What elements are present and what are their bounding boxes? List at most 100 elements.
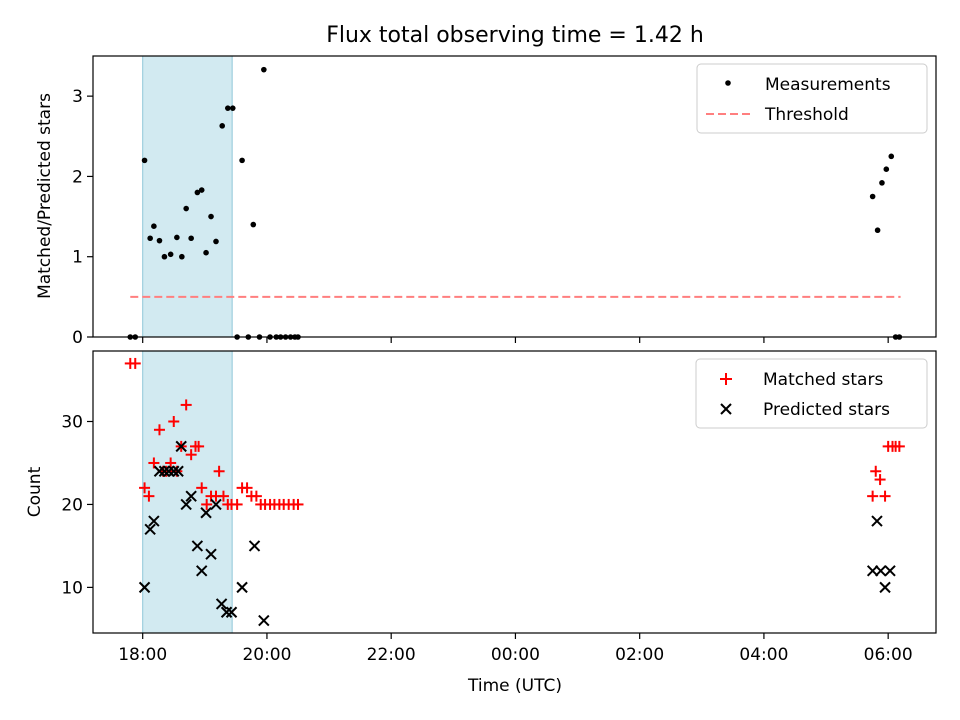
measurement-point <box>167 251 174 258</box>
matched-star-marker <box>893 440 905 452</box>
predicted-star-marker <box>175 440 187 453</box>
x-axis-label: Time (UTC) <box>467 676 562 696</box>
x-tick-label: 06:00 <box>864 645 913 665</box>
legend-predicted-label: Predicted stars <box>763 400 890 420</box>
measurement-point <box>188 235 194 242</box>
y-tick-label: 1 <box>72 248 83 268</box>
measurement-point <box>874 227 881 234</box>
measurement-point <box>261 66 267 73</box>
predicted-star-marker <box>180 498 192 511</box>
measurement-point <box>888 153 895 160</box>
legend-matched-label: Matched stars <box>763 370 883 390</box>
bottom-legend: Matched stars Predicted stars <box>695 358 928 429</box>
bottom-panel: 10 20 30 18:00 20:00 22:00 00:00 02:00 04:00 06:… <box>25 350 937 665</box>
measurement-point <box>208 213 214 220</box>
measurement-point <box>183 205 189 212</box>
measurement-point <box>203 249 209 256</box>
measurement-point <box>141 157 148 164</box>
matched-star-marker <box>180 399 192 411</box>
y-tick-label: 20 <box>61 495 83 515</box>
matched-star-marker <box>217 490 229 502</box>
top-highlight-window <box>142 55 233 338</box>
predicted-star-marker <box>220 606 233 618</box>
predicted-star-marker <box>875 565 887 577</box>
matched-star-marker <box>250 490 262 502</box>
matched-star-marker <box>193 440 205 452</box>
legend-predicted-marker <box>720 403 732 415</box>
matched-star-marker <box>168 416 180 427</box>
measurement-point <box>151 223 157 230</box>
predicted-star-marker <box>191 540 204 552</box>
matched-star-marker <box>241 482 253 494</box>
top-plot-frame <box>92 55 937 338</box>
predicted-star-marker <box>200 507 212 519</box>
legend-matched-marker <box>720 373 732 385</box>
predicted-star-marker <box>144 523 156 536</box>
top-y-axis-label: Matched/Predicted stars <box>35 93 55 299</box>
bottom-plot-frame <box>92 350 937 634</box>
matched-star-marker <box>870 465 882 477</box>
predicted-star-marker <box>185 490 197 502</box>
matched-star-marker <box>143 490 155 502</box>
matched-star-marker <box>292 498 304 510</box>
predicted-star-marker <box>258 614 270 627</box>
y-tick-label: 10 <box>61 578 83 598</box>
top-panel: 0 1 2 3 Matched/Predicted stars Measurement… <box>35 55 937 348</box>
x-tick-label: 20:00 <box>242 645 291 665</box>
x-tick-label: 04:00 <box>739 645 788 665</box>
predicted-star-marker <box>196 565 208 577</box>
predicted-star-marker <box>884 565 896 577</box>
predicted-star-marker <box>172 465 184 477</box>
measurement-point <box>213 238 219 245</box>
y-tick-label: 3 <box>72 87 83 107</box>
measurement-point <box>219 123 226 129</box>
measurement-point <box>883 166 890 173</box>
legend-measurements-label: Measurements <box>765 75 891 95</box>
predicted-star-marker <box>225 606 238 618</box>
bottom-legend-box <box>695 358 928 429</box>
predicted-star-marker <box>138 581 151 594</box>
matched-star-marker <box>231 498 243 510</box>
matched-star-marker <box>148 457 160 469</box>
predicted-star-marker <box>215 598 228 610</box>
measurement-point <box>179 253 185 260</box>
matched-star-marker <box>867 490 879 502</box>
predicted-star-marker <box>158 465 171 477</box>
measurement-point <box>869 193 876 200</box>
chart-title: Flux total observing time = 1.42 h <box>326 23 704 48</box>
measurement-point <box>250 221 257 228</box>
predicted-star-marker <box>168 465 180 477</box>
matched-star-marker <box>879 490 891 502</box>
predicted-star-marker <box>153 465 166 477</box>
x-tick-label: 00:00 <box>491 645 540 665</box>
matched-star-marker <box>153 424 165 436</box>
matched-star-marker <box>165 457 177 469</box>
legend-measurements-marker <box>725 80 731 86</box>
measurement-point <box>156 237 163 244</box>
predicted-star-marker <box>163 465 175 477</box>
predicted-star-marker <box>248 540 261 552</box>
x-tick-label: 18:00 <box>118 645 167 665</box>
top-legend: Measurements Threshold <box>696 63 928 134</box>
bottom-y-axis-label: Count <box>25 466 45 517</box>
matched-star-marker <box>129 357 141 369</box>
y-tick-label: 30 <box>61 413 83 433</box>
matched-star-marker <box>213 465 225 477</box>
matched-star-marker <box>874 474 886 486</box>
x-tick-label: 02:00 <box>615 645 664 665</box>
matched-star-marker <box>201 498 213 510</box>
predicted-star-marker <box>879 581 891 594</box>
measurement-point <box>161 253 168 260</box>
predicted-star-marker <box>236 581 248 594</box>
predicted-star-marker <box>210 498 222 511</box>
matched-star-marker <box>139 482 151 494</box>
y-tick-label: 2 <box>72 167 83 187</box>
measurement-point <box>229 105 236 111</box>
predicted-star-marker <box>205 548 217 560</box>
measurement-point <box>194 189 201 196</box>
y-tick-label: 0 <box>72 328 83 348</box>
predicted-star-marker <box>871 515 883 527</box>
top-legend-box <box>696 63 928 134</box>
measurement-point <box>147 235 153 242</box>
